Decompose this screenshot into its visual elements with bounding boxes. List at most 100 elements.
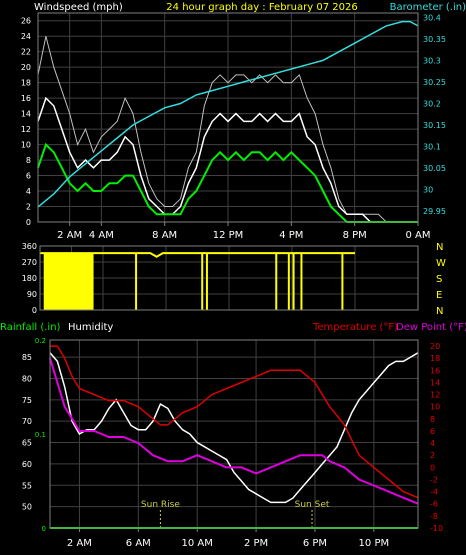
temp-grid [50, 340, 418, 528]
dir-plot-frame [39, 245, 419, 311]
chart-title: 24 hour graph day : February 07 2026 [166, 2, 357, 13]
humidity-ytick-label-6: 80 [22, 374, 32, 383]
temperature-humidity-chart: Rainfall (.in) Humidity Temperature (°F)… [0, 322, 466, 549]
barometer-line [37, 20, 419, 208]
baro-ytick-label-2: 30.05 [423, 164, 446, 173]
dewpoint-line [49, 357, 419, 505]
temp-ytick-label-8: 6 [430, 427, 435, 436]
wind-ytick-label-8: 16 [21, 94, 31, 103]
temp-ytick-label-12: 14 [430, 378, 440, 387]
baro-ytick-label-9: 30.4 [423, 13, 441, 22]
temp-ytick-label-11: 12 [430, 391, 440, 400]
baro-ytick-label-3: 30.1 [423, 143, 441, 152]
wind-xtick-label-6: 0 AM [405, 230, 430, 241]
temp-xtick-label-1: 6 AM [126, 538, 151, 549]
wind-ytick-label-6: 12 [21, 125, 31, 134]
wind-axes: 2 AM 4 AM 8 AM 12 PM 4 PM 8 PM 0 AM02468101214… [21, 12, 446, 241]
wind-speed-line [37, 96, 418, 223]
wind-ytick-label-2: 4 [26, 187, 31, 196]
direction-axes: 360 N 270 W 180 S 90 E 0 N [22, 242, 446, 317]
temp-ytick-label-2: -6 [430, 500, 438, 509]
baro-ytick-label-0: 29.95 [423, 207, 446, 216]
temp-ytick-label-10: 10 [430, 403, 440, 412]
temp-xtick-label-3: 2 PM [244, 538, 268, 549]
humidity-ytick-label-3: 65 [22, 439, 32, 448]
sun-label-0: Sun Rise [141, 500, 180, 510]
wind-axis-label: Windspeed (mph) [34, 2, 123, 13]
sun-label-1: Sun Set [295, 500, 330, 510]
baro-ytick-label-8: 30.35 [423, 35, 446, 44]
baro-ytick-label-6: 30.25 [423, 78, 446, 87]
wind-xtick-label-1: 4 AM [89, 230, 114, 241]
wind-ytick-label-3: 6 [26, 172, 31, 181]
rain-ytick-label-1: 0.1 [35, 431, 46, 439]
humidity-ytick-label-0: 50 [22, 503, 32, 512]
temp-ytick-label-1: -8 [430, 512, 438, 521]
wind-series [37, 20, 419, 223]
temp-ytick-label-5: 0 [430, 463, 435, 472]
rain-ytick-label-2: 0.2 [35, 337, 46, 345]
wind-ytick-label-7: 14 [21, 110, 31, 119]
dir-compass-label-3: E [436, 290, 442, 301]
wind-barometer-chart: Windspeed (mph) 24 hour graph day : Febr… [21, 2, 466, 241]
humidity-ytick-label-1: 55 [22, 481, 32, 490]
temp-ytick-label-9: 8 [430, 415, 435, 424]
wind-ytick-label-13: 26 [21, 17, 31, 26]
wind-ytick-label-11: 22 [21, 48, 31, 57]
wind-xtick-label-0: 2 AM [57, 230, 82, 241]
temp-ytick-label-14: 18 [430, 354, 440, 363]
temp-xtick-label-2: 10 AM [182, 538, 213, 549]
dir-compass-label-1: W [436, 258, 446, 269]
humidity-line [49, 352, 419, 504]
humidity-ytick-label-7: 85 [22, 353, 32, 362]
dir-ytick-label-4: 0 [32, 306, 37, 315]
wind-ytick-label-9: 18 [21, 79, 31, 88]
dir-compass-label-0: N [436, 242, 443, 253]
legend-dewpoint: Dew Point (°F) [396, 322, 466, 333]
legend-humidity: Humidity [68, 322, 113, 333]
dir-ytick-label-1: 270 [22, 258, 37, 267]
temp-ytick-label-13: 16 [430, 366, 440, 375]
temp-ytick-label-15: 20 [430, 342, 440, 351]
wind-xtick-label-4: 4 PM [279, 230, 303, 241]
dir-ytick-label-2: 180 [22, 274, 37, 283]
wind-ytick-label-5: 10 [21, 141, 31, 150]
wind-direction-chart: 360 N 270 W 180 S 90 E 0 N [22, 242, 446, 317]
wind-ytick-label-0: 0 [26, 218, 31, 227]
dir-ytick-label-0: 360 [22, 242, 37, 251]
wind-ytick-label-4: 8 [26, 156, 31, 165]
dir-ytick-label-3: 90 [27, 290, 37, 299]
wind-ytick-label-12: 24 [21, 32, 31, 41]
wind-ytick-label-10: 20 [21, 63, 31, 72]
temp-ytick-label-7: 4 [430, 439, 435, 448]
wind-xtick-label-5: 8 PM [343, 230, 367, 241]
direction-line [40, 252, 355, 258]
baro-ytick-label-4: 30.15 [423, 121, 446, 130]
legend-temperature: Temperature (°F) [312, 322, 398, 333]
dir-compass-label-2: S [436, 274, 442, 285]
humidity-ytick-label-4: 70 [22, 417, 32, 426]
humidity-ytick-label-2: 60 [22, 460, 32, 469]
direction-series [40, 252, 355, 310]
baro-ytick-label-1: 30 [423, 186, 433, 195]
temp-xtick-label-0: 2 AM [67, 538, 92, 549]
temp-xtick-label-5: 10 PM [359, 538, 390, 549]
humidity-ytick-label-5: 75 [22, 396, 32, 405]
wind-xtick-label-3: 12 PM [213, 230, 244, 241]
temp-ytick-label-0: -10 [430, 524, 443, 533]
wind-xtick-label-2: 8 AM [152, 230, 177, 241]
temp-ytick-label-6: 2 [430, 451, 435, 460]
temp-axes: 2 AM 6 AM 10 AM 2 PM 6 PM 10 PM50556065707580… [22, 337, 443, 549]
dir-compass-label-4: N [436, 306, 443, 317]
rain-ytick-label-0: 0 [42, 525, 46, 533]
temp-plot-frame [49, 339, 419, 529]
wind-ytick-label-1: 2 [26, 203, 31, 212]
baro-ytick-label-5: 30.2 [423, 99, 441, 108]
temp-ytick-label-3: -4 [430, 488, 438, 497]
barometer-axis-label: Barometer (.in) [390, 2, 466, 13]
baro-ytick-label-7: 30.3 [423, 56, 441, 65]
temp-ytick-label-4: -2 [430, 475, 438, 484]
wind-plot-frame [37, 12, 419, 223]
legend-rainfall: Rainfall (.in) [0, 322, 61, 333]
